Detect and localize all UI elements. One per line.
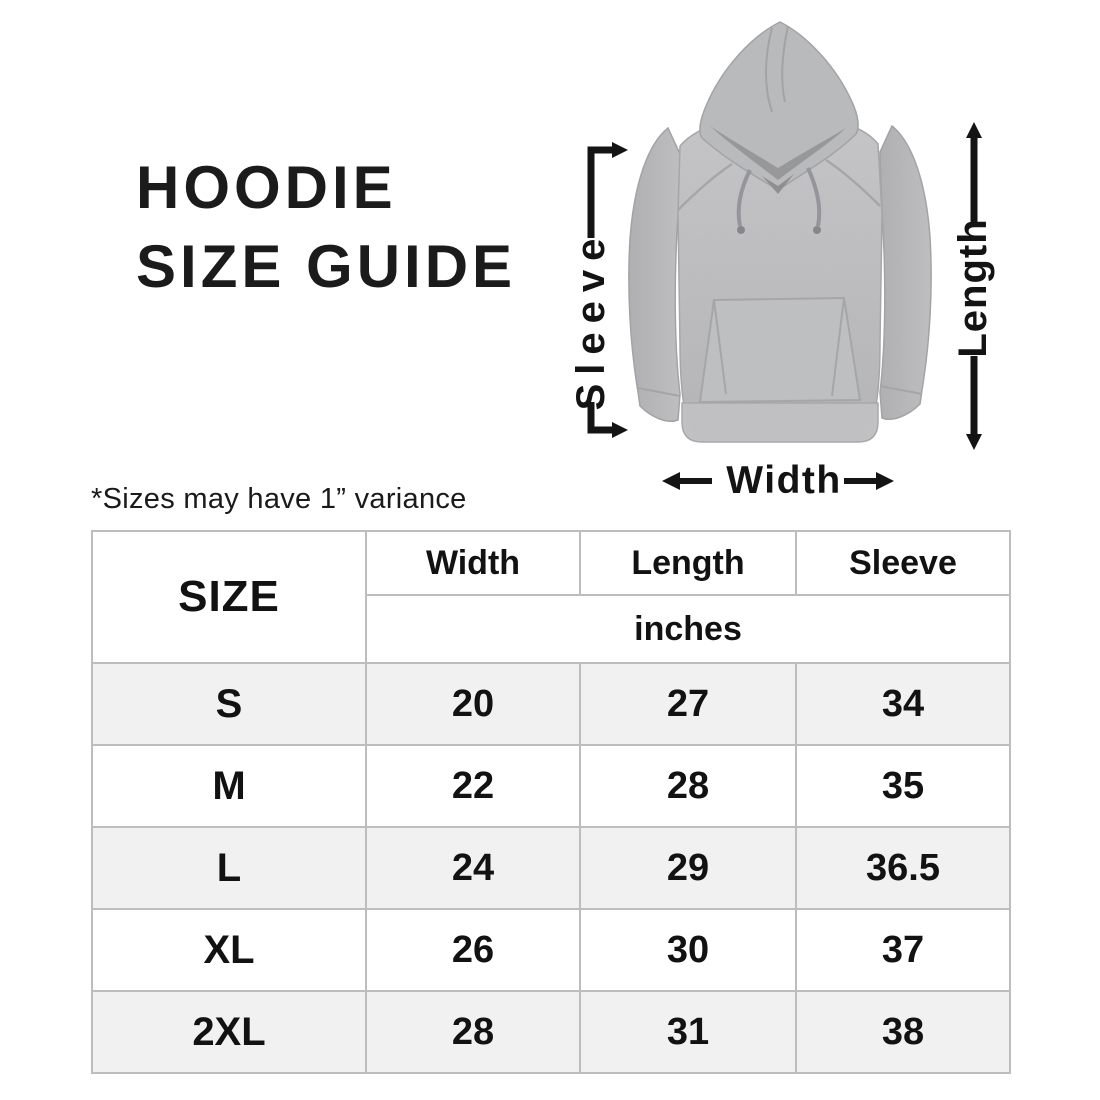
page-title: HOODIE SIZE GUIDE — [136, 148, 516, 306]
sleeve-value: 37 — [795, 908, 1011, 992]
size-column-header: SIZE — [91, 530, 367, 664]
length-value: 29 — [579, 826, 797, 910]
page-title-line2: SIZE GUIDE — [136, 233, 517, 300]
width-axis-label: Width — [726, 459, 842, 502]
length-value: 27 — [579, 662, 797, 746]
length-value: 30 — [579, 908, 797, 992]
table-row-l: L 24 29 36.5 — [91, 826, 1011, 910]
sleeve-value: 35 — [795, 744, 1011, 828]
size-table: SIZE Width Length Sleeve inches S 20 27 … — [91, 530, 1011, 1074]
hoodie-texture — [628, 22, 932, 440]
length-arrow — [966, 122, 982, 450]
width-value: 22 — [365, 744, 581, 828]
table-row-s: S 20 27 34 — [91, 662, 1011, 746]
size-value: M — [91, 744, 367, 828]
table-row-xl: XL 26 30 37 — [91, 908, 1011, 992]
sleeve-value: 38 — [795, 990, 1011, 1074]
width-value: 28 — [365, 990, 581, 1074]
width-arrow-right — [844, 472, 894, 490]
sleeve-value: 36.5 — [795, 826, 1011, 910]
size-value: L — [91, 826, 367, 910]
table-unit-row: inches — [92, 594, 1011, 664]
width-arrow-left — [662, 472, 712, 490]
table-header-row: SIZE Width Length Sleeve — [91, 530, 1011, 664]
length-column-header: Length — [579, 530, 797, 596]
length-axis-label: Length — [951, 218, 995, 358]
table-row-2xl: 2XL 28 31 38 — [91, 990, 1011, 1074]
width-column-header: Width — [365, 530, 581, 596]
size-value: 2XL — [91, 990, 367, 1074]
size-value: S — [91, 662, 367, 746]
width-value: 26 — [365, 908, 581, 992]
sleeve-arrow — [587, 142, 628, 438]
unit-label: inches — [365, 594, 1011, 664]
width-value: 20 — [365, 662, 581, 746]
sleeve-column-header: Sleeve — [795, 530, 1011, 596]
variance-note: *Sizes may have 1” variance — [91, 483, 467, 515]
size-value: XL — [91, 908, 367, 992]
sleeve-axis-label: Sleeve — [569, 229, 613, 411]
table-row-m: M 22 28 35 — [91, 744, 1011, 828]
page-title-line1: HOODIE — [136, 154, 397, 221]
hoodie-image — [628, 21, 932, 443]
width-value: 24 — [365, 826, 581, 910]
length-value: 28 — [579, 744, 797, 828]
sleeve-value: 34 — [795, 662, 1011, 746]
length-value: 31 — [579, 990, 797, 1074]
